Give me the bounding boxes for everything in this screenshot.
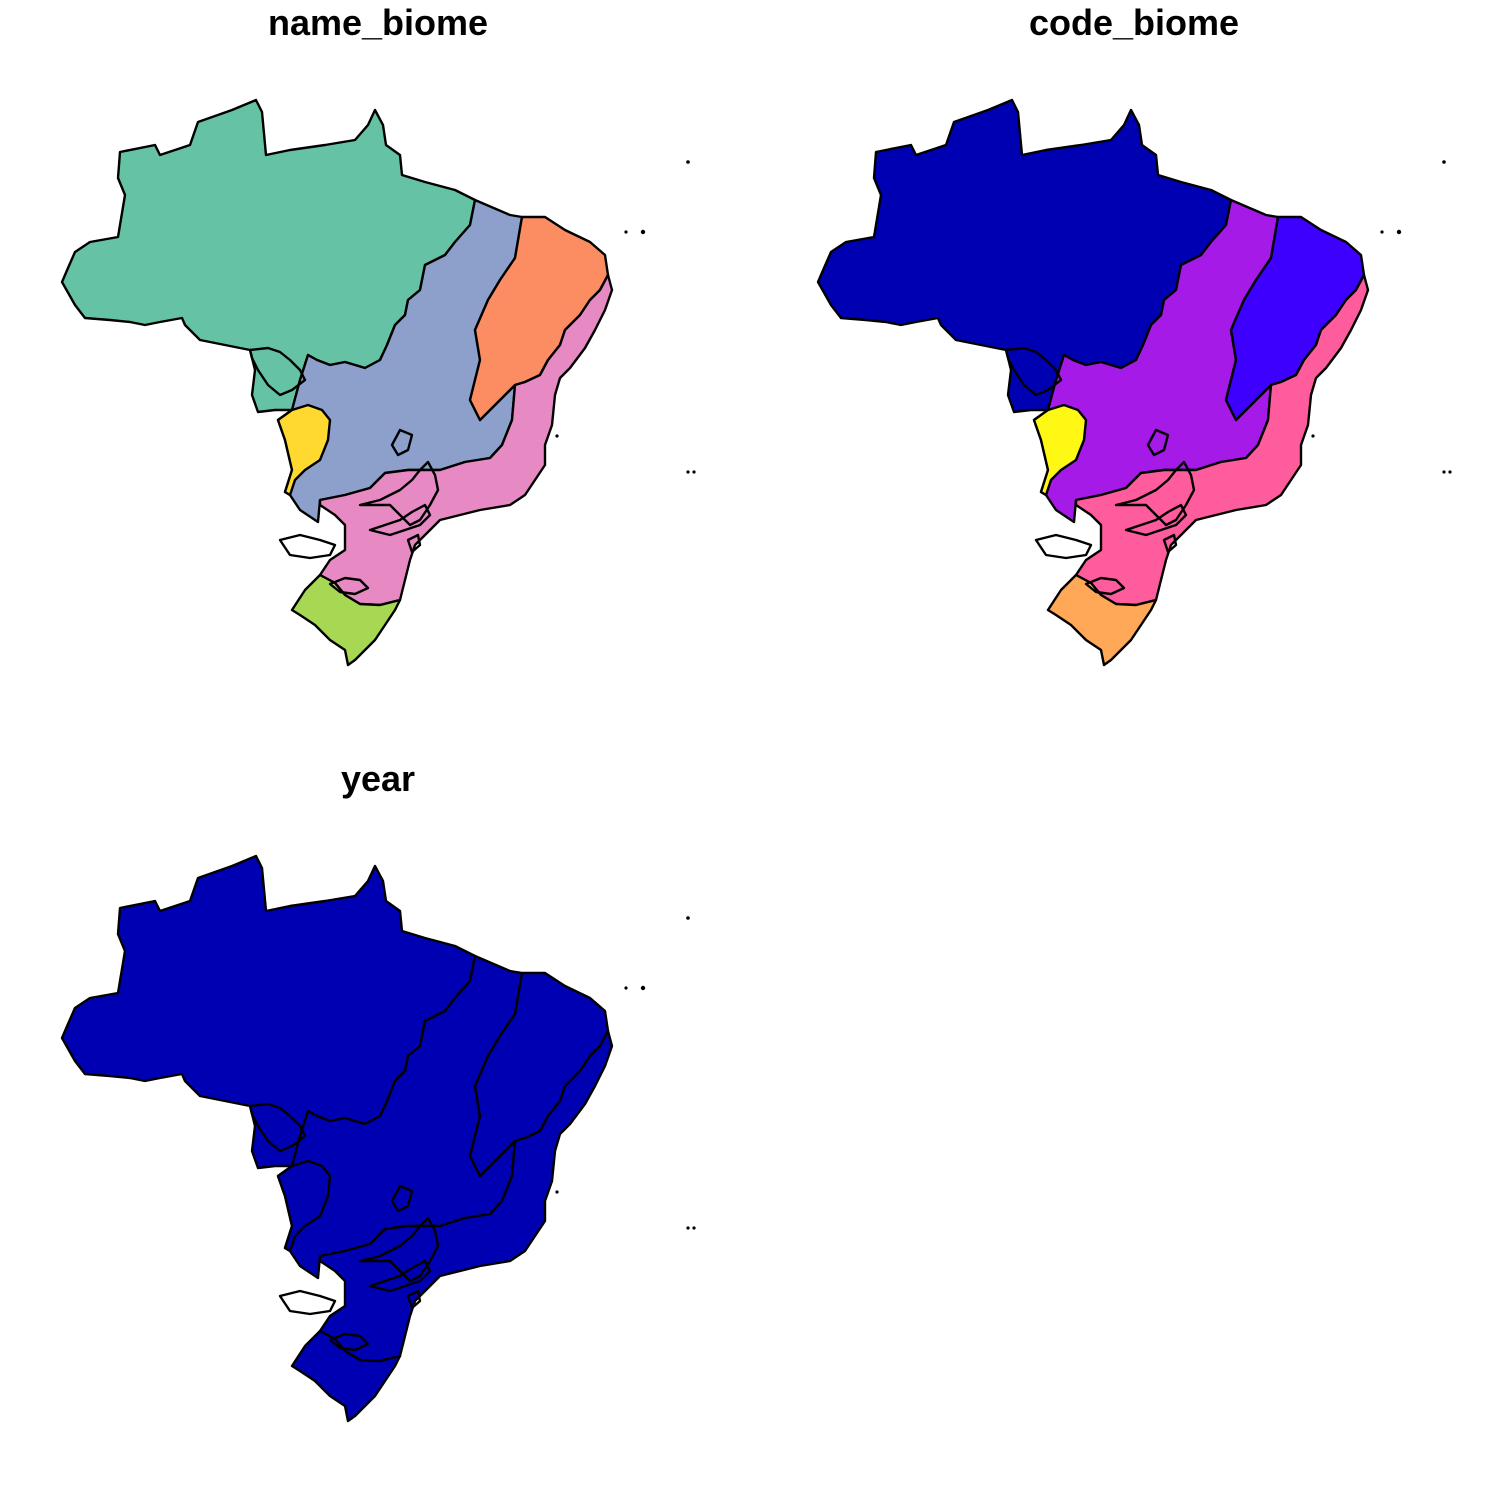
biome-boundary-detail (328, 576, 370, 596)
biome-boundary-detail (368, 503, 432, 537)
biome-boundary-detail (1124, 503, 1188, 537)
island-marker (692, 1226, 696, 1230)
panel-title: year (340, 758, 416, 799)
island-marker (555, 1190, 559, 1194)
map-panel-code-biome: code_biome (756, 0, 1512, 756)
biome-boundary-detail (1084, 576, 1126, 596)
island-marker (1380, 230, 1384, 234)
biome-boundary-detail (328, 1332, 370, 1352)
island-marker (640, 229, 646, 235)
island-marker (640, 985, 646, 991)
island-marker (686, 916, 690, 920)
island-marker (624, 230, 628, 234)
biome-boundary-detail (1114, 460, 1196, 527)
island-marker (1442, 160, 1446, 164)
biome-boundary-detail (406, 533, 422, 554)
biome-boundary-detail (1034, 533, 1093, 560)
biome-boundary-detail (278, 1289, 337, 1316)
biome-boundary-detail (1162, 533, 1178, 554)
panel-title: name_biome (267, 2, 489, 43)
map-panel-name-biome: name_biome (0, 0, 756, 756)
island-marker (1396, 229, 1402, 235)
brazil-biome-map (60, 854, 696, 1423)
island-marker (1448, 470, 1452, 474)
biome-boundary-detail (390, 1184, 414, 1213)
island-marker (686, 470, 690, 474)
island-marker (692, 470, 696, 474)
brazil-biome-map (816, 98, 1452, 667)
biome-boundary-detail (358, 1216, 440, 1283)
brazil-biome-map (60, 98, 696, 667)
biome-region-pantanal (276, 1159, 332, 1253)
biome-boundary-detail (278, 533, 337, 560)
biome-boundary-detail (248, 1102, 307, 1153)
island-marker (555, 434, 559, 438)
biome-boundary-detail (368, 1259, 432, 1293)
biome-boundary-detail (406, 1289, 422, 1310)
island-marker (1442, 470, 1446, 474)
map-panel-year: year (0, 756, 756, 1512)
island-marker (686, 1226, 690, 1230)
island-marker (686, 160, 690, 164)
biome-region-pantanal (1032, 403, 1088, 497)
biome-boundary-detail (1146, 428, 1170, 457)
island-marker (624, 986, 628, 990)
island-marker (1311, 434, 1315, 438)
biome-boundary-detail (358, 460, 440, 527)
biome-region-pantanal (276, 403, 332, 497)
biome-boundary-detail (390, 428, 414, 457)
biome-boundary-detail (1004, 346, 1063, 397)
biome-boundary-detail (248, 346, 307, 397)
panel-title: code_biome (1028, 2, 1240, 43)
